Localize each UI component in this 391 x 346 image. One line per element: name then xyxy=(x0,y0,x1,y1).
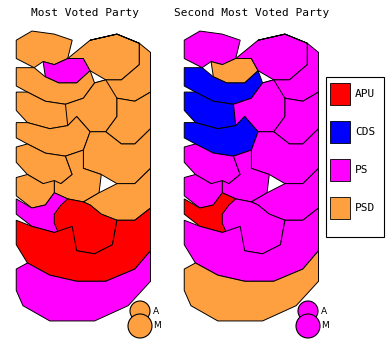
Polygon shape xyxy=(43,58,90,83)
Polygon shape xyxy=(54,199,117,254)
Circle shape xyxy=(130,301,150,321)
Polygon shape xyxy=(184,193,245,233)
Polygon shape xyxy=(222,150,269,202)
Polygon shape xyxy=(16,251,151,321)
Polygon shape xyxy=(68,34,139,80)
Bar xyxy=(330,197,350,219)
Circle shape xyxy=(296,314,320,338)
Text: A: A xyxy=(153,307,159,316)
Polygon shape xyxy=(251,129,319,184)
Bar xyxy=(330,159,350,181)
Text: CDS: CDS xyxy=(355,127,375,137)
Polygon shape xyxy=(54,150,101,202)
Polygon shape xyxy=(233,80,285,132)
Polygon shape xyxy=(184,68,263,104)
Polygon shape xyxy=(90,34,151,101)
Polygon shape xyxy=(184,117,258,156)
Polygon shape xyxy=(16,31,72,68)
Polygon shape xyxy=(184,144,240,184)
Polygon shape xyxy=(16,208,151,281)
Polygon shape xyxy=(184,208,319,281)
Polygon shape xyxy=(83,129,151,184)
Text: A: A xyxy=(321,307,327,316)
Polygon shape xyxy=(258,34,319,101)
Polygon shape xyxy=(211,58,258,83)
Bar xyxy=(330,121,350,143)
Polygon shape xyxy=(83,169,151,220)
Bar xyxy=(330,83,350,105)
Polygon shape xyxy=(16,117,90,156)
Text: PSD: PSD xyxy=(355,203,375,213)
Circle shape xyxy=(298,301,318,321)
Polygon shape xyxy=(106,92,151,144)
Text: Most Voted Party: Most Voted Party xyxy=(31,8,139,18)
Polygon shape xyxy=(236,34,307,80)
Polygon shape xyxy=(16,92,77,129)
Polygon shape xyxy=(16,174,54,208)
Text: M: M xyxy=(153,321,161,330)
Polygon shape xyxy=(184,174,222,208)
Polygon shape xyxy=(184,31,240,68)
Text: PS: PS xyxy=(355,165,368,175)
Polygon shape xyxy=(184,251,319,321)
Bar xyxy=(326,77,384,237)
Polygon shape xyxy=(16,68,95,104)
Text: APU: APU xyxy=(355,89,375,99)
Polygon shape xyxy=(184,92,245,129)
Polygon shape xyxy=(251,169,319,220)
Polygon shape xyxy=(65,80,117,132)
Text: Second Most Voted Party: Second Most Voted Party xyxy=(174,8,330,18)
Circle shape xyxy=(128,314,152,338)
Polygon shape xyxy=(222,199,285,254)
Polygon shape xyxy=(16,144,72,184)
Polygon shape xyxy=(16,193,77,233)
Text: M: M xyxy=(321,321,329,330)
Polygon shape xyxy=(274,92,319,144)
